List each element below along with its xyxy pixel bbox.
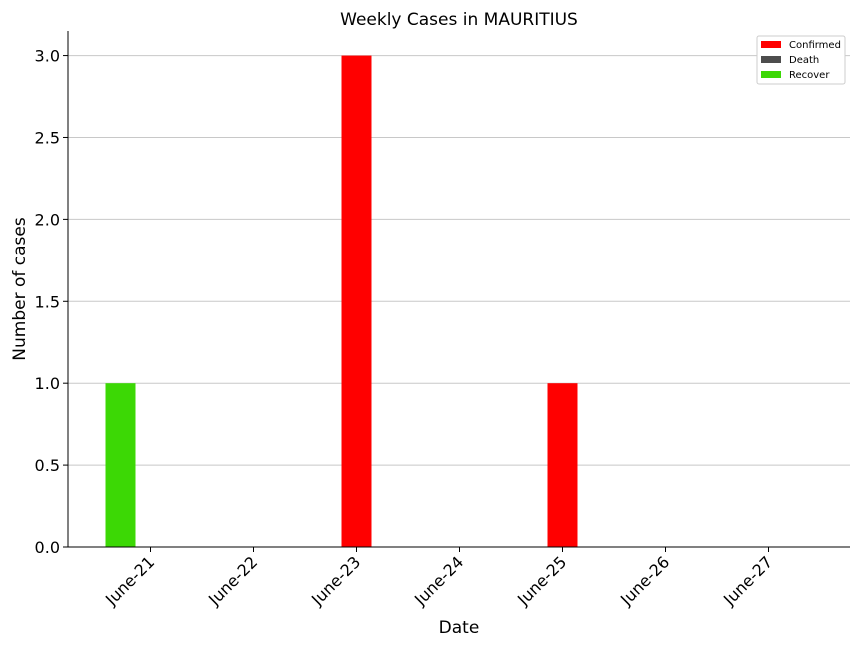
legend-label-recover: Recover [789,70,830,81]
y-axis-label: Number of cases [10,217,30,361]
legend: Confirmed Death Recover [756,35,846,85]
legend-swatch-death [761,56,781,63]
y-tick-labels: 0.0 0.5 1.0 1.5 2.0 2.5 3.0 [35,47,68,557]
x-tick-labels: June-21 June-22 June-23 June-24 June-25 June-… [101,547,776,610]
bar-recover-june-21 [105,383,136,547]
bar-confirmed-june-23 [341,55,372,547]
x-tick-label: June-25 [513,552,570,609]
y-tick-label: 2.0 [35,210,60,229]
gridlines [68,55,850,466]
legend-swatch-confirmed [761,41,781,48]
x-tick-label: June-21 [101,552,158,609]
bar-confirmed-june-25 [547,383,578,547]
legend-label-confirmed: Confirmed [789,40,841,51]
y-tick-label: 2.5 [35,128,60,147]
x-tick-label: June-22 [204,552,261,609]
chart-title: Weekly Cases in MAURITIUS [340,10,578,30]
y-tick-label: 0.5 [35,456,60,475]
x-axis-label: Date [439,618,480,638]
y-tick-label: 3.0 [35,47,60,66]
y-tick-label: 0.0 [35,538,60,557]
x-tick-label: June-23 [307,552,364,609]
y-tick-label: 1.0 [35,374,60,393]
x-tick-label: June-26 [616,552,673,609]
bars [105,55,578,547]
x-tick-label: June-24 [410,552,467,609]
y-tick-label: 1.5 [35,292,60,311]
legend-label-death: Death [789,55,819,66]
axes [67,31,850,548]
x-tick-label: June-27 [719,552,776,609]
legend-swatch-recover [761,71,781,78]
